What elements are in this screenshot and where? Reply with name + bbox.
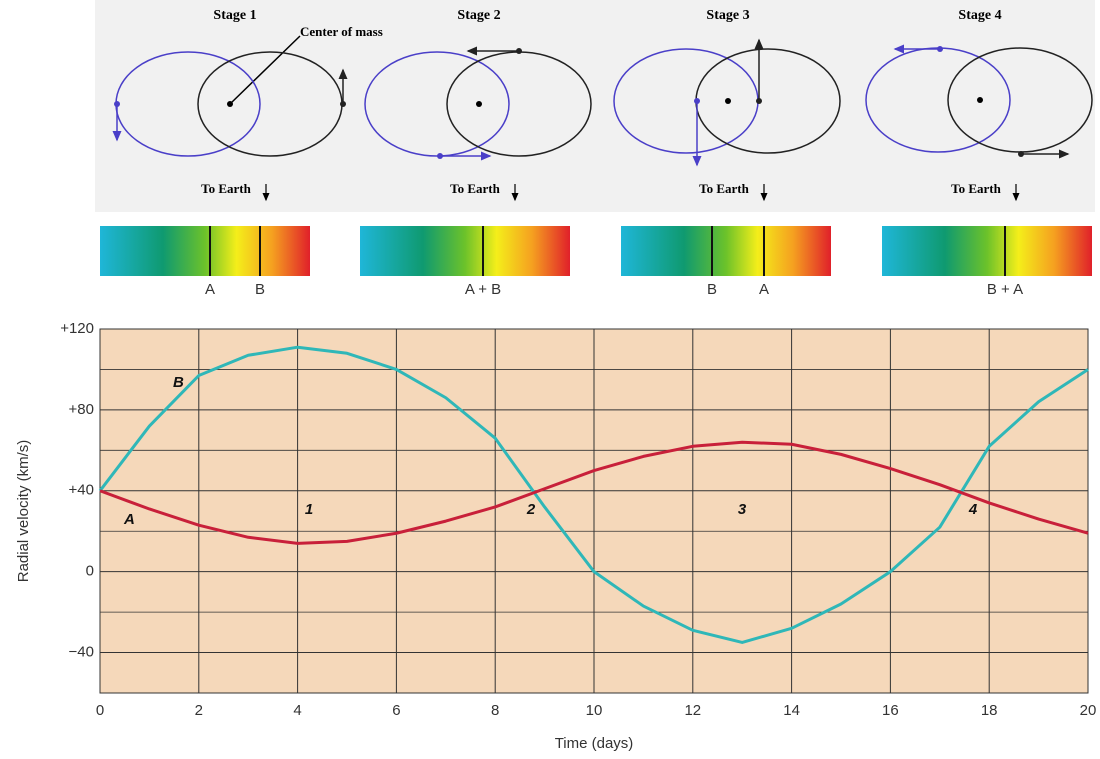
spectrum-label: B — [255, 281, 265, 298]
center-of-mass — [725, 98, 731, 104]
y-axis-title: Radial velocity (km/s) — [15, 440, 32, 583]
to-earth: To Earth — [450, 181, 500, 196]
y-tick-label: +40 — [69, 482, 94, 499]
figure: Center of mass Stage 1 To Earth A B Stage 2 T… — [0, 0, 1100, 754]
to-earth: To Earth — [951, 181, 1001, 196]
stage-marker: 2 — [526, 501, 536, 518]
stage-title: Stage 3 — [706, 8, 749, 23]
x-tick-label: 4 — [293, 702, 301, 719]
annotation: Center of mass — [300, 24, 383, 39]
center-of-mass — [977, 97, 983, 103]
to-earth: To Earth — [699, 181, 749, 196]
center-of-mass — [476, 101, 482, 107]
spectrum-label: A — [759, 281, 769, 298]
series-label: A — [123, 511, 135, 528]
spectrum — [100, 226, 310, 276]
x-tick-label: 8 — [491, 702, 499, 719]
x-tick-label: 14 — [783, 702, 800, 719]
star — [114, 101, 120, 107]
x-tick-label: 10 — [586, 702, 603, 719]
stage-title: Stage 2 — [457, 8, 500, 23]
x-tick-label: 2 — [195, 702, 203, 719]
center-of-mass — [227, 101, 233, 107]
y-tick-label: +120 — [60, 320, 94, 337]
y-tick-label: −40 — [69, 644, 94, 661]
x-tick-label: 12 — [684, 702, 701, 719]
stage-title: Stage 1 — [213, 8, 256, 23]
spectrum-label: B + A — [987, 281, 1023, 298]
series-label: B — [173, 374, 184, 391]
spectrum — [882, 226, 1092, 276]
stage-marker: 4 — [968, 501, 978, 518]
x-tick-label: 6 — [392, 702, 400, 719]
x-tick-label: 0 — [96, 702, 104, 719]
x-axis-title: Time (days) — [555, 735, 634, 752]
y-tick-label: 0 — [86, 563, 94, 580]
to-earth: To Earth — [201, 181, 251, 196]
stage-title: Stage 4 — [958, 8, 1001, 23]
x-tick-label: 16 — [882, 702, 899, 719]
x-tick-label: 18 — [981, 702, 998, 719]
star — [756, 98, 762, 104]
spectrum — [360, 226, 570, 276]
star — [937, 46, 943, 52]
star — [694, 98, 700, 104]
spectrum-label: A + B — [465, 281, 501, 298]
spectrum-label: B — [707, 281, 717, 298]
star — [340, 101, 346, 107]
stage-marker: 1 — [305, 501, 313, 518]
star — [437, 153, 443, 159]
stage-marker: 3 — [738, 501, 747, 518]
star — [516, 48, 522, 54]
y-tick-label: +80 — [69, 401, 94, 418]
spectrum-label: A — [205, 281, 215, 298]
star — [1018, 151, 1024, 157]
page: {"diagram": { "annotation": "Center of m… — [0, 0, 1100, 754]
x-tick-label: 20 — [1080, 702, 1097, 719]
spectrum — [621, 226, 831, 276]
